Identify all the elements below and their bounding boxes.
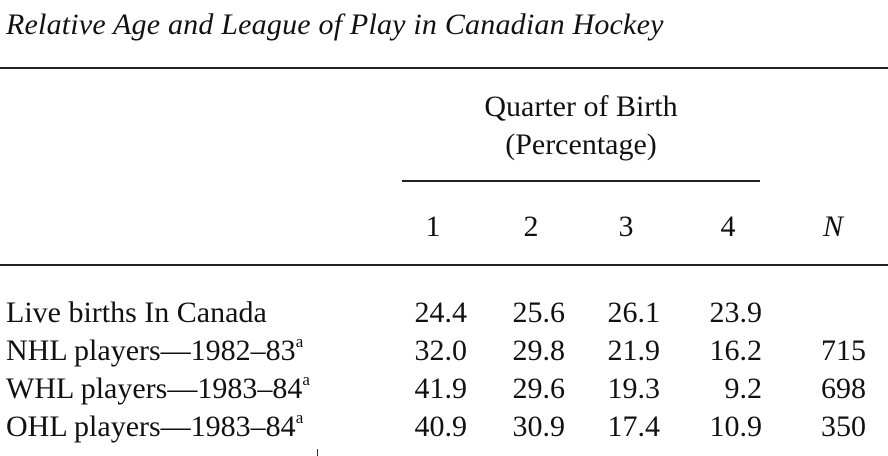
stray-mark [317,449,318,456]
row-footnote: a [295,408,304,427]
cell-live-births-q1: 24.4 [414,296,468,329]
row-label-text: OHL players—1983–84 [6,410,296,443]
row-label-nhl: NHL players—1982–83a [6,332,304,368]
cell-ohl-q2: 30.9 [512,410,566,443]
header-rule [0,264,888,266]
group-header-line1: Quarter of Birth [484,90,678,123]
cell-ohl-q1: 40.9 [414,410,468,443]
group-header-line2: (Percentage) [505,128,657,161]
cell-ohl-q4: 10.9 [709,410,763,443]
row-label-ohl: OHL players—1983–84a [6,408,304,444]
cell-live-births-q4: 23.9 [709,296,763,329]
column-header-q1: 1 [425,210,441,243]
column-header-q4: 4 [720,210,736,243]
column-header-n: N [822,210,843,243]
row-footnote: a [302,370,310,389]
cell-whl-q2: 29.6 [512,372,566,405]
cell-nhl-q3: 21.9 [607,334,661,367]
row-label-live-births: Live births In Canada [6,296,267,330]
row-label-whl: WHL players—1983–84a [6,370,310,406]
cell-live-births-q2: 25.6 [512,296,566,329]
cell-whl-q3: 19.3 [607,372,661,405]
table-title: Relative Age and League of Play in Canad… [6,8,664,41]
cell-live-births-q3: 26.1 [607,296,661,329]
row-label-text: WHL players—1983–84 [6,372,303,405]
cell-ohl-q3: 17.4 [607,410,661,443]
cell-ohl-n: 350 [821,410,866,443]
row-label-text: NHL players—1982–83 [6,334,296,367]
column-header-q2: 2 [523,210,539,243]
row-footnote: a [295,332,304,351]
cell-whl-n: 698 [821,372,866,405]
cell-nhl-q2: 29.8 [512,334,566,367]
cell-whl-q4: 9.2 [724,372,763,405]
cell-whl-q1: 41.9 [414,372,468,405]
cell-nhl-n: 715 [821,334,866,367]
group-header-rule [402,180,760,182]
column-header-q3: 3 [618,210,634,243]
top-rule [0,67,888,69]
cell-nhl-q4: 16.2 [709,334,763,367]
cell-nhl-q1: 32.0 [414,334,468,367]
row-label-text: Live births In Canada [6,296,267,329]
